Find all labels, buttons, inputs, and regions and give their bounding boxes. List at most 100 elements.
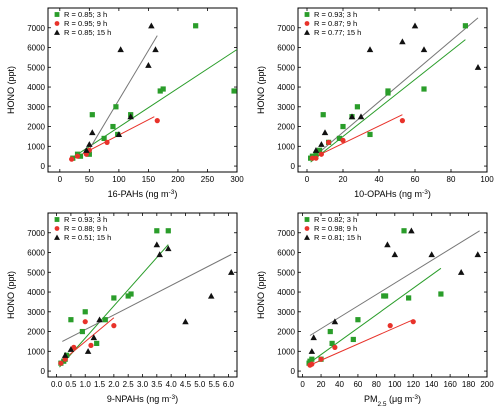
y-tick-label: 3000 bbox=[277, 103, 295, 112]
data-point bbox=[125, 293, 131, 299]
data-point bbox=[89, 112, 95, 118]
y-tick-label: 0 bbox=[41, 162, 46, 171]
series-green bbox=[58, 228, 171, 366]
y-tick-label: 7000 bbox=[27, 229, 45, 238]
legend-label: R = 0.85; 15 h bbox=[64, 28, 111, 37]
data-point bbox=[399, 118, 405, 124]
legend-label: R = 0.93; 3 h bbox=[64, 215, 107, 224]
fit-line-black bbox=[312, 17, 479, 159]
data-point bbox=[411, 22, 419, 29]
x-tick-label: 80 bbox=[447, 175, 456, 184]
y-tick-label: 1000 bbox=[27, 347, 45, 356]
data-point bbox=[336, 135, 342, 142]
series-black bbox=[308, 227, 482, 354]
data-point bbox=[127, 113, 134, 120]
x-tick-label: 60 bbox=[353, 380, 362, 389]
y-tick-label: 2000 bbox=[27, 328, 45, 337]
data-point bbox=[67, 346, 75, 352]
y-tick-label: 0 bbox=[291, 162, 296, 171]
data-point bbox=[327, 328, 333, 335]
x-tick-label: 300 bbox=[230, 175, 244, 184]
y-tick-label: 2000 bbox=[277, 123, 295, 132]
series-red bbox=[307, 319, 416, 368]
data-point bbox=[160, 86, 166, 92]
data-point bbox=[115, 131, 123, 138]
data-point bbox=[90, 334, 98, 341]
series-red bbox=[58, 319, 117, 366]
legend-label: R = 0.77; 15 h bbox=[314, 28, 361, 37]
y-tick-label: 6000 bbox=[27, 249, 45, 258]
legend-label: R = 0.95; 9 h bbox=[64, 19, 107, 28]
data-point bbox=[420, 46, 428, 53]
data-point bbox=[462, 23, 468, 29]
y-tick-label: 5000 bbox=[277, 268, 295, 277]
y-tick-label: 2000 bbox=[27, 123, 45, 132]
data-point bbox=[382, 293, 389, 299]
legend-marker bbox=[304, 12, 310, 17]
x-tick-label: 120 bbox=[407, 380, 421, 389]
data-point bbox=[474, 64, 482, 70]
data-point bbox=[310, 334, 317, 341]
x-tick-label: 1.5 bbox=[94, 380, 106, 389]
data-point bbox=[77, 153, 84, 159]
data-point bbox=[385, 90, 391, 96]
x-tick-label: 200 bbox=[171, 175, 185, 184]
y-tick-label: 4000 bbox=[27, 83, 45, 92]
data-point bbox=[101, 135, 107, 142]
x-tick-label: 160 bbox=[443, 380, 457, 389]
x-tick-label: 1.0 bbox=[80, 380, 92, 389]
fit-line-black bbox=[85, 35, 158, 155]
data-point bbox=[207, 292, 215, 299]
data-point bbox=[350, 336, 356, 343]
x-tick-label: 20 bbox=[317, 380, 326, 389]
plot-frame bbox=[297, 7, 488, 173]
data-point bbox=[94, 340, 100, 347]
legend-marker bbox=[304, 234, 310, 240]
x-tick-label: 6.0 bbox=[223, 380, 235, 389]
legend-marker bbox=[304, 29, 310, 35]
data-point bbox=[399, 38, 406, 45]
y-tick-label: 3000 bbox=[27, 103, 45, 112]
x-tick-label: 40 bbox=[335, 380, 344, 389]
x-tick-label: 0 bbox=[305, 175, 310, 184]
series-black bbox=[83, 22, 159, 153]
legend-label: R = 0.87; 9 h bbox=[314, 19, 357, 28]
x-tick-label: 3.0 bbox=[137, 380, 149, 389]
data-point bbox=[457, 269, 465, 275]
x-tick-label: 140 bbox=[425, 380, 439, 389]
data-point bbox=[74, 153, 81, 159]
data-point bbox=[82, 319, 88, 325]
y-tick-label: 2000 bbox=[277, 328, 295, 337]
plot-frame bbox=[47, 7, 238, 173]
data-point bbox=[474, 251, 482, 258]
data-point bbox=[313, 151, 319, 157]
x-tick-label: 2.5 bbox=[123, 380, 135, 389]
data-point bbox=[165, 228, 171, 234]
chart-9-npahs: 0.0 0.5 1.0 1.5 2.0 2.5 3.0 3.5 4.0 4.5 5.0 5.5 6.0 0… bbox=[6, 212, 238, 404]
data-point bbox=[401, 228, 407, 234]
data-point bbox=[326, 139, 332, 145]
x-tick-label: 200 bbox=[480, 380, 494, 389]
x-tick-label: 150 bbox=[142, 175, 156, 184]
x-tick-label: 100 bbox=[388, 380, 402, 389]
data-point bbox=[145, 62, 152, 68]
y-tick-label: 7000 bbox=[27, 24, 45, 33]
series-black bbox=[312, 22, 482, 153]
y-tick-label: 1000 bbox=[277, 142, 295, 151]
series-green bbox=[306, 228, 444, 366]
series-red bbox=[309, 118, 405, 161]
legend-marker bbox=[304, 217, 310, 222]
data-point bbox=[86, 141, 93, 147]
fit-line-black bbox=[309, 230, 480, 336]
data-point bbox=[88, 342, 94, 348]
data-point bbox=[410, 319, 416, 325]
data-point bbox=[152, 46, 159, 53]
legend-label: R = 0.81; 15 h bbox=[314, 233, 361, 242]
data-point bbox=[82, 309, 88, 315]
legend-label: R = 0.85; 3 h bbox=[64, 10, 107, 19]
data-point bbox=[329, 340, 335, 347]
data-point bbox=[348, 113, 356, 120]
data-point bbox=[428, 251, 435, 258]
chart-16-pahs: 0 50 100 150 200 250 3000100020003000400050006… bbox=[6, 7, 244, 199]
data-point bbox=[309, 356, 315, 362]
